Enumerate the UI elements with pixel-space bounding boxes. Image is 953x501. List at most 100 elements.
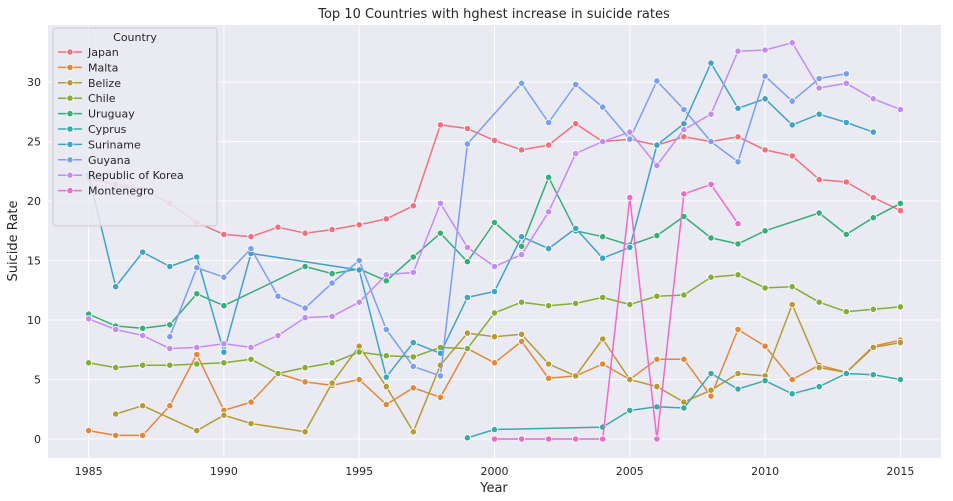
data-point-chile: [166, 361, 174, 369]
data-point-suriname: [166, 262, 174, 271]
data-point-suriname: [788, 121, 796, 129]
data-point-republic-of-korea: [193, 343, 201, 351]
data-point-belize: [707, 386, 715, 394]
grid-lines: [48, 25, 941, 458]
y-tick-label: 10: [27, 314, 41, 327]
data-point-malta: [112, 431, 120, 439]
data-point-suriname: [463, 293, 471, 301]
series-line-cyprus: [467, 372, 901, 439]
data-point-japan: [301, 229, 309, 237]
data-point-uruguay: [301, 262, 309, 271]
data-point-montenegro: [599, 435, 607, 443]
data-point-malta: [247, 398, 255, 406]
series-chile: [85, 271, 905, 378]
data-point-malta: [85, 426, 93, 435]
legend-item-guyana: Guyana: [58, 154, 130, 167]
data-point-chile: [193, 360, 201, 368]
data-point-belize: [247, 419, 255, 428]
data-point-japan: [842, 178, 850, 186]
data-point-guyana: [193, 264, 201, 272]
data-point-chile: [112, 363, 120, 372]
data-point-belize: [653, 382, 661, 391]
data-point-chile: [85, 359, 93, 367]
x-tick-label: 2010: [751, 465, 779, 478]
data-point-guyana: [166, 333, 174, 341]
y-tick-label: 20: [27, 195, 41, 208]
data-point-chile: [707, 273, 715, 281]
legend-item-chile: Chile: [58, 92, 116, 105]
data-point-republic-of-korea: [220, 340, 228, 348]
data-point-guyana: [707, 138, 715, 146]
series-line-uruguay: [88, 176, 901, 330]
data-point-republic-of-korea: [734, 47, 742, 55]
legend-label: Belize: [88, 77, 121, 90]
data-point-republic-of-korea: [139, 331, 147, 340]
legend-item-montenegro: Montenegro: [58, 185, 154, 198]
data-point-montenegro: [653, 435, 661, 443]
data-point-chile: [328, 359, 336, 367]
data-point-belize: [626, 375, 634, 384]
data-point-guyana: [301, 304, 309, 312]
data-point-uruguay: [517, 242, 526, 250]
legend-swatch-marker: [66, 125, 74, 133]
series-lines: [85, 39, 905, 443]
data-point-uruguay: [599, 233, 607, 241]
data-point-republic-of-korea: [842, 79, 850, 87]
data-point-uruguay: [869, 214, 877, 222]
data-point-malta: [517, 337, 526, 345]
data-point-republic-of-korea: [301, 313, 309, 322]
data-point-japan: [355, 221, 363, 229]
data-point-chile: [220, 359, 228, 367]
data-point-suriname: [761, 95, 769, 103]
data-point-suriname: [626, 243, 634, 251]
data-point-uruguay: [490, 218, 499, 227]
data-point-republic-of-korea: [247, 343, 255, 351]
data-point-cyprus: [463, 434, 471, 442]
x-axis-ticks: 1985 1990 1995 2000 2005 2010 2015: [75, 465, 915, 478]
legend-box: [52, 27, 218, 227]
data-point-suriname: [544, 245, 553, 253]
data-point-belize: [193, 426, 201, 435]
x-tick-label: 1990: [210, 465, 238, 478]
data-point-guyana: [220, 273, 228, 281]
data-point-republic-of-korea: [626, 128, 634, 136]
data-point-belize: [869, 343, 877, 351]
y-tick-label: 15: [27, 255, 41, 268]
data-point-cyprus: [707, 369, 715, 378]
data-point-chile: [761, 284, 769, 292]
data-point-chile: [139, 361, 147, 369]
data-point-belize: [572, 372, 580, 380]
data-point-suriname: [869, 128, 877, 136]
y-tick-label: 5: [34, 373, 41, 386]
data-point-cyprus: [815, 382, 823, 391]
data-point-chile: [247, 355, 255, 363]
x-tick-label: 2005: [616, 465, 644, 478]
data-point-republic-of-korea: [328, 312, 336, 320]
data-point-japan: [463, 124, 471, 133]
series-guyana: [166, 70, 850, 380]
data-point-belize: [220, 411, 228, 419]
legend-label: Guyana: [88, 154, 130, 167]
data-point-chile: [896, 303, 905, 311]
data-point-japan: [544, 141, 553, 149]
legend-item-belize: Belize: [58, 77, 121, 90]
data-point-suriname: [517, 233, 526, 241]
data-point-chile: [572, 299, 580, 307]
x-tick-label: 1995: [345, 465, 373, 478]
data-point-republic-of-korea: [463, 243, 471, 251]
data-point-republic-of-korea: [112, 325, 120, 334]
data-point-republic-of-korea: [355, 298, 363, 306]
data-point-chile: [842, 308, 850, 316]
data-point-chile: [382, 352, 390, 360]
data-point-chile: [788, 283, 796, 291]
data-point-chile: [626, 300, 634, 309]
data-point-republic-of-korea: [544, 208, 553, 216]
data-point-uruguay: [815, 209, 823, 217]
data-point-japan: [734, 133, 742, 141]
data-point-japan: [896, 207, 905, 215]
data-point-malta: [490, 359, 499, 367]
legend-swatch-marker: [66, 140, 74, 148]
data-point-malta: [761, 342, 769, 350]
data-point-uruguay: [220, 302, 228, 310]
data-point-chile: [869, 305, 877, 313]
